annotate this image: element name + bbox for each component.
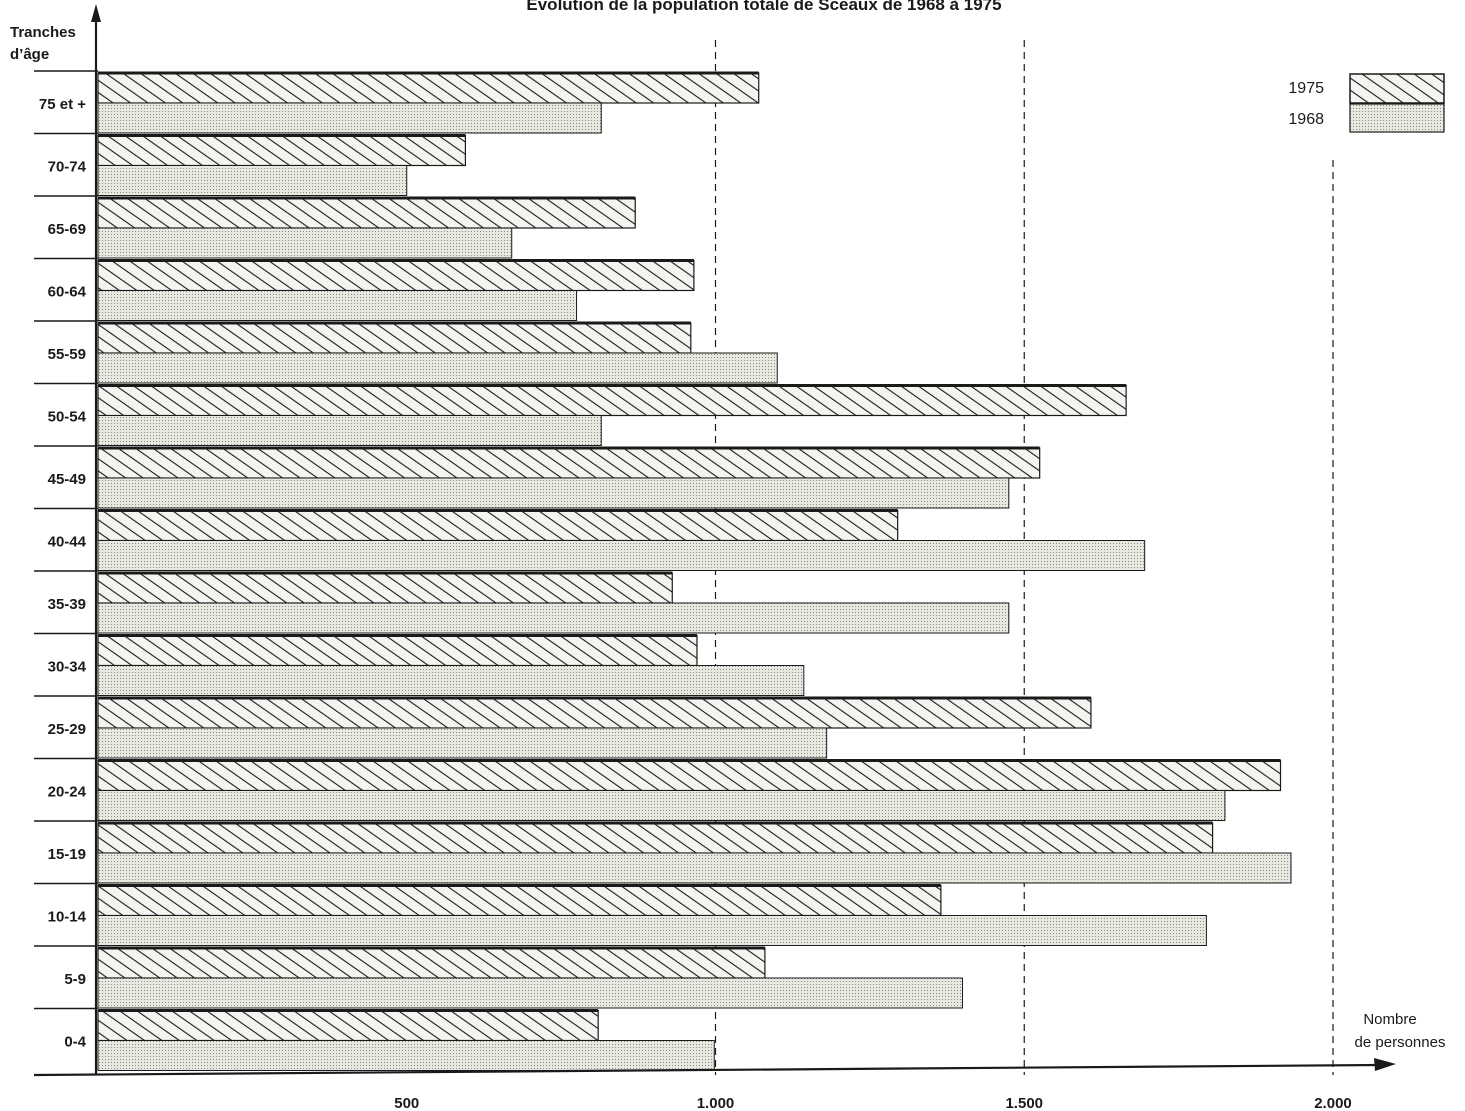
bar-1968-0 (97, 102, 602, 134)
bar-1968-10 (97, 727, 828, 759)
category-label-1: 70-74 (48, 159, 87, 176)
x-tick-label-3: 2.000 (1314, 1095, 1352, 1111)
legend-label-1975: 1975 (1288, 80, 1324, 97)
category-labels: 75 et + 70-74 65-69 60-64 55-59 50-54 45-49 40-… (39, 96, 87, 1051)
bar-1975-12 (97, 822, 1214, 854)
category-label-7: 40-44 (48, 534, 87, 551)
x-axis (33, 1063, 1381, 1077)
bar-1968-7 (97, 540, 1146, 571)
bar-1975-0 (97, 72, 760, 104)
legend: 1975 1968 (1288, 73, 1445, 133)
bar-1975-3 (97, 259, 695, 292)
bar-1975-14 (97, 947, 766, 979)
bar-1975-13 (97, 884, 942, 917)
x-tick-labels: 500 1.000 1.500 2.000 (394, 1095, 1352, 1111)
category-label-3: 60-64 (48, 284, 87, 301)
category-label-6: 45-49 (48, 471, 86, 488)
bar-1968-8 (97, 602, 1010, 634)
bar-1975-5 (97, 384, 1127, 417)
bar-1968-1 (97, 165, 408, 196)
category-label-15: 0-4 (64, 1034, 86, 1051)
bar-1968-6 (97, 477, 1010, 509)
legend-swatch-1968 (1349, 103, 1445, 133)
bar-1968-13 (97, 915, 1207, 946)
category-label-0: 75 et + (39, 96, 86, 113)
x-axis-label-line1: Nombre (1363, 1011, 1416, 1028)
category-label-5: 50-54 (48, 409, 87, 426)
bar-1968-9 (97, 665, 805, 696)
y-axis-label-line2: d’âge (10, 46, 49, 63)
category-label-4: 55-59 (48, 346, 86, 363)
bar-1968-2 (97, 227, 513, 259)
category-label-13: 10-14 (48, 909, 87, 926)
category-label-11: 20-24 (48, 784, 87, 801)
category-label-12: 15-19 (48, 846, 86, 863)
bar-1975-4 (97, 322, 692, 354)
x-tick-label-1: 1.000 (697, 1095, 735, 1111)
legend-swatch-1975 (1349, 73, 1445, 104)
category-label-9: 30-34 (48, 659, 87, 676)
category-label-14: 5-9 (64, 971, 86, 988)
x-tick-label-0: 500 (394, 1095, 419, 1111)
y-axis-arrow (91, 4, 101, 22)
bar-1975-7 (97, 509, 899, 542)
category-label-10: 25-29 (48, 721, 86, 738)
bar-1968-11 (97, 790, 1226, 821)
x-tick-label-2: 1.500 (1005, 1095, 1043, 1111)
chart-title: Evolution de la population totale de Sce… (526, 0, 1001, 14)
bar-1968-4 (97, 352, 778, 384)
bar-1975-8 (97, 572, 673, 604)
bar-1975-9 (97, 634, 698, 667)
x-axis-label-line2: de personnes (1355, 1034, 1446, 1051)
bar-1968-5 (97, 415, 602, 446)
bar-1968-14 (97, 977, 963, 1009)
bar-1975-1 (97, 134, 467, 167)
bars (97, 71, 1292, 1071)
legend-label-1968: 1968 (1288, 111, 1324, 128)
axes (33, 4, 1396, 1077)
bar-1968-3 (97, 290, 578, 321)
bar-1975-2 (97, 197, 636, 229)
bar-1975-15 (97, 1009, 599, 1042)
bar-1975-6 (97, 447, 1041, 479)
bar-1968-12 (97, 852, 1292, 884)
category-label-8: 35-39 (48, 596, 86, 613)
x-axis-arrow (1374, 1058, 1396, 1071)
bar-1968-15 (97, 1040, 715, 1071)
bar-1975-11 (97, 759, 1282, 792)
bar-1975-10 (97, 697, 1092, 729)
y-axis-label-line1: Tranches (10, 24, 76, 41)
category-label-2: 65-69 (48, 221, 86, 238)
